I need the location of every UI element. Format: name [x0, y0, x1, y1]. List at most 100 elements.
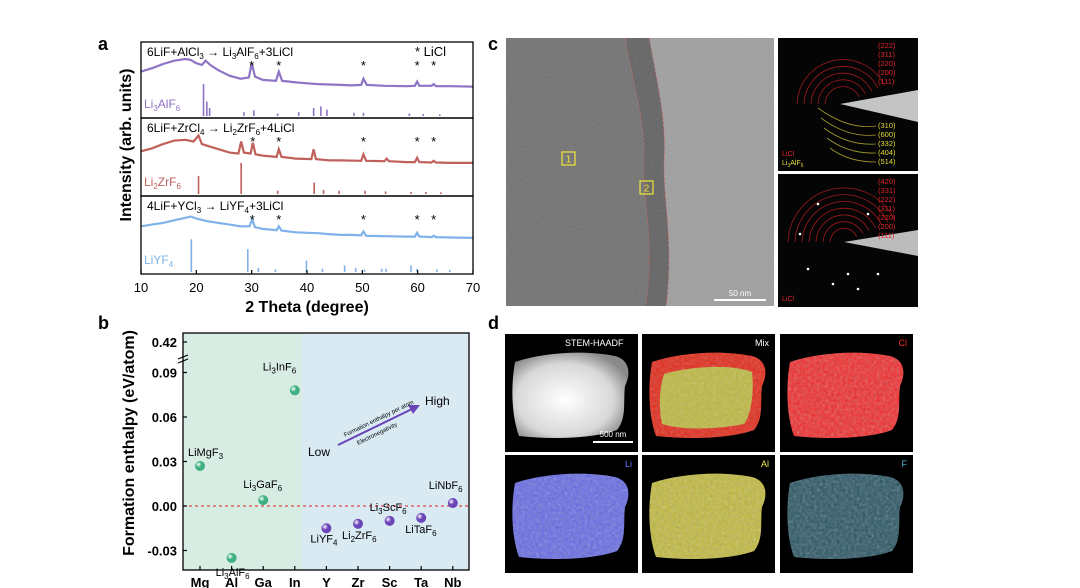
data-point-nb	[447, 498, 458, 509]
panel-label-b: b	[98, 313, 109, 333]
ring-index-label: (404)	[878, 148, 896, 157]
diffraction-ring	[817, 79, 866, 105]
diffraction-ring	[794, 194, 889, 243]
x-category-label: Sc	[382, 575, 398, 588]
xrd-pattern-line	[140, 57, 474, 88]
diffraction-ring	[796, 59, 885, 105]
ring-index-label: (600)	[878, 130, 896, 139]
diffraction-ring	[803, 66, 879, 105]
point-label: LiYF4	[310, 533, 338, 547]
diffraction-ring	[826, 137, 877, 154]
diffraction-ring	[787, 187, 895, 243]
region-box-2-label: 2	[644, 184, 650, 195]
licl-peak-marker: *	[276, 134, 281, 149]
panel-label-c: c	[488, 34, 499, 54]
reference-phase-label: Li3AlF6	[144, 97, 181, 113]
licl-peak-marker: *	[431, 58, 436, 73]
data-point-in	[289, 385, 300, 396]
eds-map-al: Al	[642, 455, 775, 573]
ring-index-label: (111)	[878, 77, 895, 86]
ring-index-label: (220)	[878, 59, 896, 68]
high-label: High	[425, 394, 450, 408]
ring-index-label: (200)	[878, 222, 896, 231]
diffraction-spot	[798, 232, 802, 236]
licl-peak-marker: *	[276, 212, 281, 227]
legend-licl: * LiCl	[415, 44, 446, 59]
x-tick-label: 60	[410, 280, 424, 295]
ring-index-label: (514)	[878, 157, 896, 166]
saed-legend-licl-bottom: LiCl	[782, 296, 795, 303]
x-category-label: Ga	[255, 575, 273, 588]
ring-index-label: (420)	[878, 177, 896, 186]
diffraction-ring	[823, 127, 877, 145]
saed-top-graphic: (222)(311)(220)(200)(111) (310)(600)(332)…	[782, 41, 918, 169]
licl-peak-marker: *	[415, 134, 420, 149]
data-point-sc	[384, 515, 395, 526]
y-axis-title: Intensity (arb. units)	[118, 69, 135, 222]
diffraction-spot	[806, 267, 810, 271]
ring-index-label: (222)	[878, 195, 896, 204]
data-point-zr	[353, 518, 363, 529]
y-tick-label: 0.09	[152, 366, 177, 381]
ring-index-label: (331)	[878, 186, 896, 195]
ring-index-label: (220)	[878, 213, 896, 222]
reference-phase-label: LiYF4	[144, 253, 174, 269]
point-label: Li3InF6	[263, 361, 297, 375]
ring-index-label: (222)	[878, 41, 896, 50]
point-label: Li3AlF6	[216, 567, 251, 581]
x-tick-label: 70	[466, 280, 480, 295]
x-tick-label: 10	[134, 280, 148, 295]
licl-peak-marker: *	[361, 134, 366, 149]
data-point-al	[226, 552, 237, 563]
licl-peak-marker: *	[415, 58, 420, 73]
y-tick-label: 0.03	[152, 455, 177, 470]
diffraction-ring	[801, 201, 883, 243]
diffraction-spot	[876, 272, 880, 276]
ring-index-label: (311)	[878, 50, 895, 59]
x-category-label: Mg	[191, 575, 210, 588]
licl-peak-marker: *	[431, 212, 436, 227]
licl-peak-marker: *	[250, 134, 255, 149]
eds-map-cl: Cl	[780, 334, 913, 452]
x-axis-title: 2 Theta (degree)	[245, 299, 369, 316]
diffraction-ring	[829, 228, 857, 243]
reaction-equation: 4LiF+YCl3 → LiYF4+3LiCl	[147, 199, 283, 215]
ring-index-label: (111)	[878, 231, 895, 240]
licl-peak-marker: *	[361, 212, 366, 227]
saed-legend-li3alf6: Li3AlF6	[782, 160, 804, 169]
scale-bar-label: 500 nm	[600, 430, 627, 439]
point-label: LiTaF6	[405, 524, 437, 538]
licl-peak-marker: *	[276, 58, 281, 73]
saed-pattern-bottom: (420) (331) (222) (311) (220) (200) (111) LiCl	[778, 174, 918, 307]
map-label: Cl	[899, 338, 908, 348]
panel-label-a: a	[98, 34, 109, 54]
eds-map-li: Li	[505, 455, 638, 573]
x-tick-label: 50	[355, 280, 369, 295]
xrd-axes: * LiCl 10 20 30 40 50 60 70	[134, 41, 480, 295]
diffraction-ring	[820, 117, 877, 136]
x-category-label: Nb	[444, 575, 461, 588]
diffraction-ring	[810, 72, 873, 105]
y-tick-label: -0.03	[147, 544, 177, 559]
enthalpy-plot: -0.03 0.00 0.03 0.06 0.09 0.42 Mg Al Ga In Y Zr Sc Ta…	[147, 332, 470, 588]
map-label: Li	[625, 459, 632, 469]
saed-pattern-top: (222) (311) (220) (200) (111) (310) (600) (332)…	[778, 38, 918, 171]
x-category-label: In	[289, 575, 301, 588]
y-tick-label: 0.00	[152, 499, 177, 514]
map-label: F	[902, 459, 908, 469]
x-category-label: Zr	[352, 575, 365, 588]
x-category-label: Ta	[414, 575, 429, 588]
xrd-pattern-line	[140, 215, 474, 239]
x-category-label: Al	[225, 575, 238, 588]
licl-peak-marker: *	[415, 212, 420, 227]
diffraction-ring	[815, 214, 870, 243]
ring-index-label: (332)	[878, 139, 896, 148]
diffraction-spot	[856, 287, 860, 291]
point-label: Li3ScF6	[370, 502, 408, 516]
data-point-ta	[416, 512, 427, 523]
diffraction-ring	[808, 207, 876, 243]
y-tick-label: 0.42	[152, 335, 177, 350]
x-tick-label: 40	[300, 280, 314, 295]
